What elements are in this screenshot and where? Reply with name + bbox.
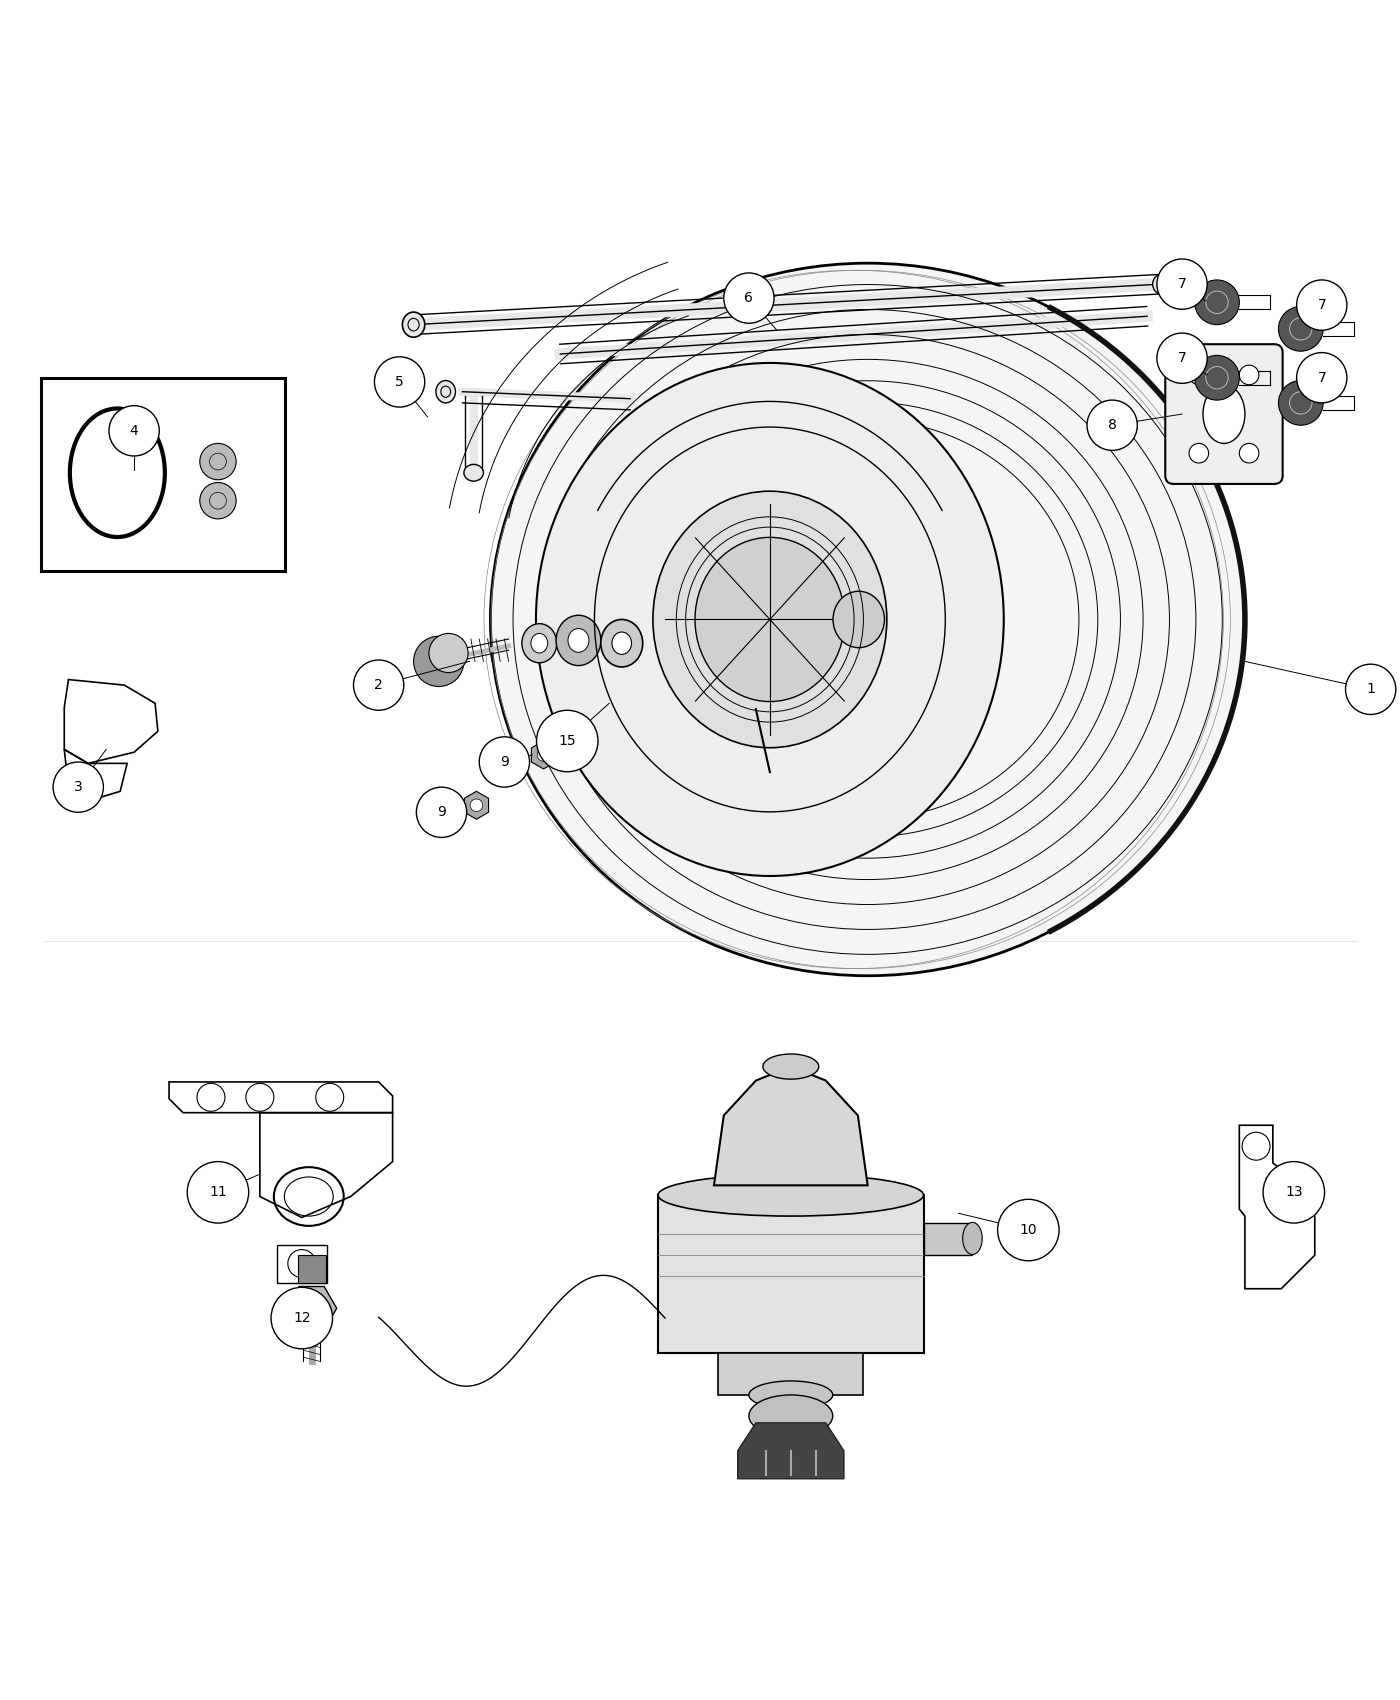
Circle shape xyxy=(413,636,463,687)
Polygon shape xyxy=(924,1222,973,1255)
Text: 7: 7 xyxy=(1317,371,1326,384)
FancyBboxPatch shape xyxy=(1165,343,1282,484)
Circle shape xyxy=(1242,1132,1270,1159)
Circle shape xyxy=(428,634,468,673)
Ellipse shape xyxy=(833,592,885,648)
Circle shape xyxy=(1263,1161,1324,1222)
Circle shape xyxy=(1239,444,1259,462)
Text: 5: 5 xyxy=(395,376,405,389)
Polygon shape xyxy=(298,1255,326,1284)
Circle shape xyxy=(538,748,550,762)
Circle shape xyxy=(316,1083,344,1112)
Text: 7: 7 xyxy=(1317,298,1326,313)
Ellipse shape xyxy=(652,491,886,748)
Ellipse shape xyxy=(1152,274,1169,294)
Polygon shape xyxy=(738,1423,844,1479)
Ellipse shape xyxy=(694,537,844,702)
Text: 11: 11 xyxy=(209,1185,227,1198)
Text: 6: 6 xyxy=(745,291,753,304)
Circle shape xyxy=(1239,366,1259,384)
Text: 8: 8 xyxy=(1107,418,1117,432)
Text: 12: 12 xyxy=(293,1311,311,1324)
Circle shape xyxy=(200,483,237,518)
Circle shape xyxy=(1156,258,1207,309)
Polygon shape xyxy=(718,1353,864,1396)
Circle shape xyxy=(1278,381,1323,425)
Circle shape xyxy=(1296,280,1347,330)
Circle shape xyxy=(1086,400,1137,451)
Ellipse shape xyxy=(749,1380,833,1409)
Ellipse shape xyxy=(601,619,643,666)
Ellipse shape xyxy=(463,464,483,481)
Ellipse shape xyxy=(490,264,1245,976)
Ellipse shape xyxy=(1203,384,1245,444)
Ellipse shape xyxy=(402,313,424,337)
Text: 4: 4 xyxy=(130,423,139,439)
Polygon shape xyxy=(287,1287,337,1329)
Circle shape xyxy=(1296,352,1347,403)
Circle shape xyxy=(536,711,598,772)
Text: 2: 2 xyxy=(374,678,384,692)
Circle shape xyxy=(197,1083,225,1112)
Ellipse shape xyxy=(612,632,631,654)
Circle shape xyxy=(1345,665,1396,714)
Text: 10: 10 xyxy=(1019,1222,1037,1238)
Text: 7: 7 xyxy=(1177,352,1186,366)
Polygon shape xyxy=(532,741,556,768)
Circle shape xyxy=(188,1161,249,1222)
Ellipse shape xyxy=(963,1222,983,1255)
Circle shape xyxy=(109,406,160,456)
Text: 9: 9 xyxy=(437,806,447,819)
Circle shape xyxy=(53,762,104,813)
Circle shape xyxy=(353,660,403,711)
Circle shape xyxy=(724,274,774,323)
Ellipse shape xyxy=(658,1175,924,1215)
Text: 3: 3 xyxy=(74,780,83,794)
Circle shape xyxy=(1194,355,1239,400)
Ellipse shape xyxy=(568,629,589,653)
Ellipse shape xyxy=(763,1054,819,1080)
Polygon shape xyxy=(465,790,489,819)
Circle shape xyxy=(1278,306,1323,352)
Ellipse shape xyxy=(435,381,455,403)
Text: 13: 13 xyxy=(1285,1185,1302,1198)
Text: 15: 15 xyxy=(559,734,575,748)
Circle shape xyxy=(246,1083,274,1112)
Circle shape xyxy=(416,787,466,838)
Ellipse shape xyxy=(536,362,1004,876)
Text: 1: 1 xyxy=(1366,682,1375,697)
Circle shape xyxy=(200,444,237,479)
Circle shape xyxy=(374,357,424,406)
Ellipse shape xyxy=(556,615,601,666)
Circle shape xyxy=(288,1250,316,1278)
Circle shape xyxy=(470,799,483,811)
Circle shape xyxy=(272,1287,333,1348)
Circle shape xyxy=(1156,333,1207,382)
Bar xyxy=(41,377,286,571)
Text: 9: 9 xyxy=(500,755,508,768)
Ellipse shape xyxy=(749,1396,833,1436)
Ellipse shape xyxy=(522,624,557,663)
Circle shape xyxy=(1189,444,1208,462)
Polygon shape xyxy=(658,1195,924,1353)
Circle shape xyxy=(479,736,529,787)
Text: 7: 7 xyxy=(1177,277,1186,291)
Polygon shape xyxy=(714,1066,868,1185)
Circle shape xyxy=(1189,366,1208,384)
Ellipse shape xyxy=(531,634,547,653)
Circle shape xyxy=(1194,280,1239,325)
Circle shape xyxy=(998,1198,1058,1261)
